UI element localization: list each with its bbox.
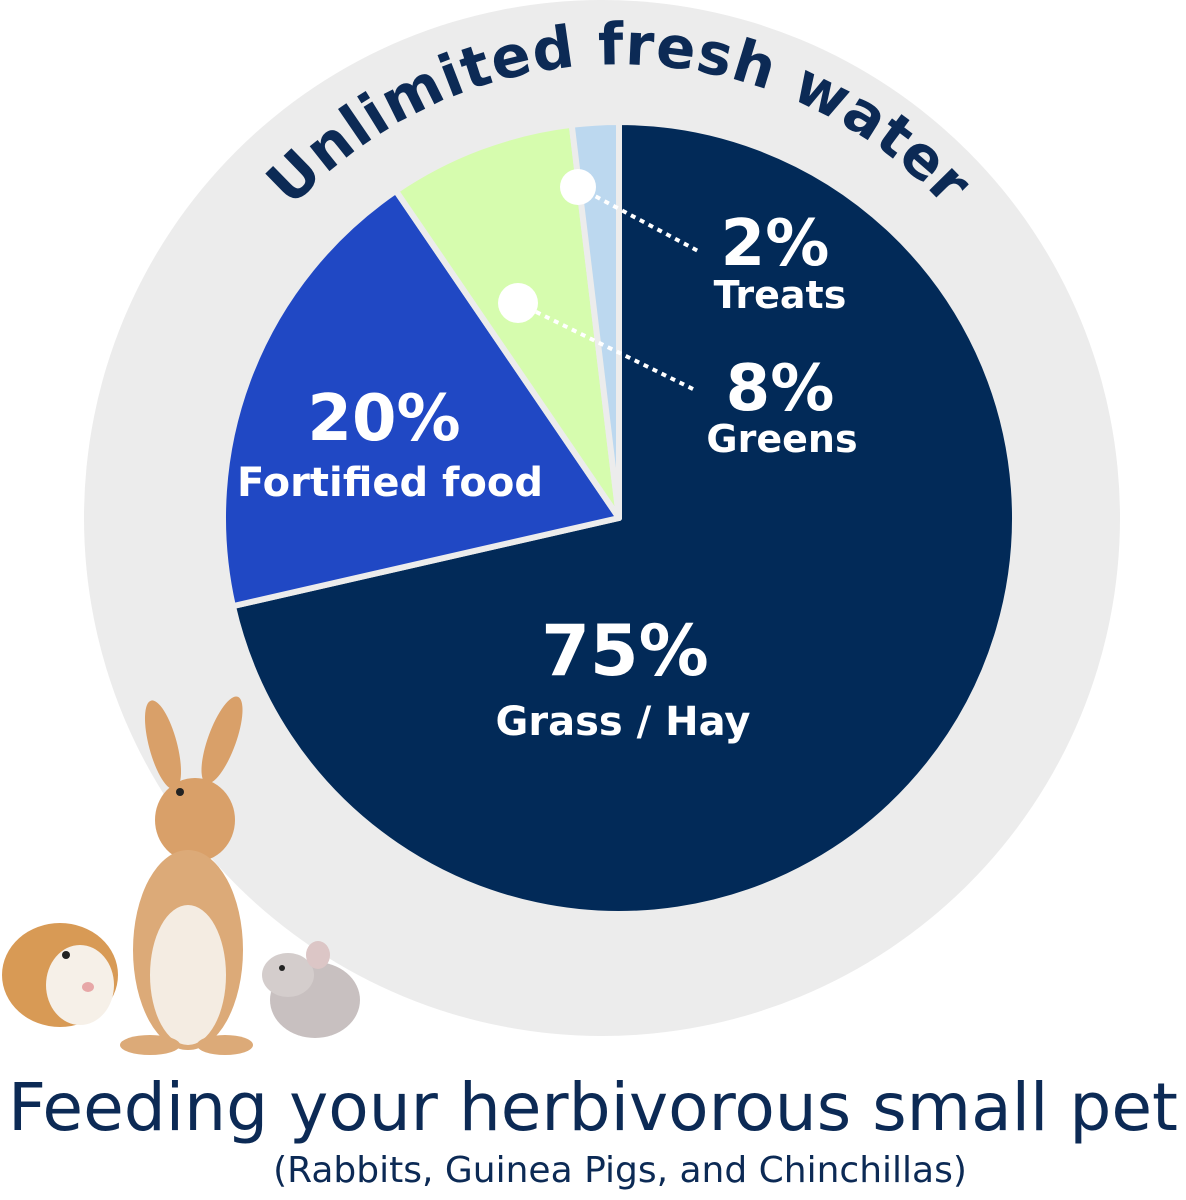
grass-pct: 75% — [541, 610, 709, 692]
guinea-pig-image — [2, 923, 118, 1027]
chart-title: Feeding your herbivorous small pet — [8, 1069, 1178, 1146]
treats-pct: 2% — [721, 207, 830, 281]
pie-slice-fortified-food — [220, 187, 622, 610]
pie-slices — [220, 119, 1018, 917]
rabbit-image — [120, 696, 253, 1055]
pie-slice-treats — [568, 119, 622, 521]
greens-pct: 8% — [726, 352, 835, 426]
fortified-label: Fortified food — [237, 460, 543, 506]
treats-marker — [560, 169, 596, 205]
chinchilla-image — [262, 941, 360, 1038]
treats-leader-line — [577, 185, 701, 254]
fortified-pct: 20% — [307, 382, 460, 456]
treats-label: Treats — [714, 273, 847, 317]
greens-label: Greens — [706, 417, 857, 461]
greens-marker — [498, 283, 538, 323]
pie-slice-greens — [392, 121, 622, 521]
grass-label: Grass / Hay — [496, 699, 751, 745]
pets-illustration — [2, 696, 360, 1055]
chart-subtitle: (Rabbits, Guinea Pigs, and Chinchillas) — [273, 1150, 967, 1191]
pie-slice-grass-hay — [229, 119, 1018, 917]
greens-leader-line — [517, 301, 696, 392]
